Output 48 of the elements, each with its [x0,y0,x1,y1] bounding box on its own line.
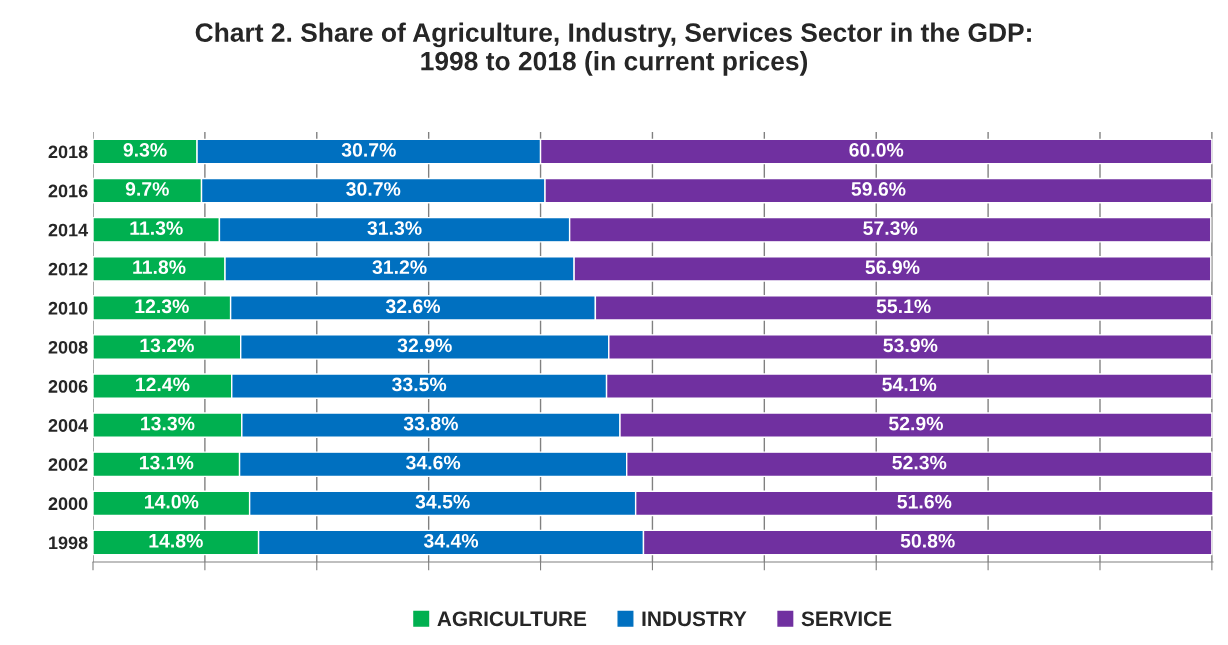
y-tick-label: 2010 [48,301,88,315]
data-label: 13.3% [141,416,195,431]
data-label: 51.6% [897,494,952,509]
y-tick-label: 2006 [48,380,88,393]
data-label: 53.9% [883,338,938,353]
data-label: 32.6% [385,299,441,314]
y-tick-label: 2000 [48,497,88,511]
data-label: 9.7% [125,182,169,196]
data-label: 54.1% [882,377,937,392]
data-label: 13.2% [140,338,194,353]
data-label: 56.9% [865,260,920,275]
data-label: 12.4% [136,377,190,392]
data-label: 14.8% [149,533,203,548]
data-label: 12.3% [135,299,189,314]
y-tick-label: 2012 [48,262,88,276]
data-label: 34.5% [415,494,470,509]
data-label: 55.1% [876,299,931,314]
y-tick-label: 2002 [48,458,88,471]
data-label: 34.6% [406,455,461,470]
chart-title: Chart 2. Share of Agriculture, Industry, Services Sector in the GDP: 1998 to 2018 (in current prices) [195,22,1031,76]
data-label: 11.3% [130,221,183,235]
y-tick-label: 2004 [48,419,89,432]
y-tick-label: 2018 [48,145,88,159]
data-label: 59.6% [851,182,906,196]
data-label: 32.9% [397,338,452,353]
legend-label: AGRICULTURE [437,611,587,627]
data-label: 34.4% [423,533,479,548]
data-label: 50.8% [900,533,955,548]
y-tick-label: 2008 [48,340,88,354]
data-label: 11.8% [133,260,186,275]
data-label: 9.3% [123,143,167,157]
data-label: 33.5% [392,377,447,392]
data-label: 13.1% [139,455,194,470]
data-label: 57.3% [863,221,918,235]
data-label: 31.2% [372,260,427,275]
data-label: 14.0% [144,494,199,509]
data-label: 30.7% [346,182,401,196]
data-label: 52.9% [888,416,943,431]
data-label: 52.3% [892,455,947,470]
data-label: 60.0% [849,143,904,157]
data-label: 31.3% [367,221,422,235]
y-tick-label: 2016 [48,184,88,198]
y-tick-label: 1998 [49,536,88,550]
legend-label: INDUSTRY [642,611,747,627]
data-label: 33.8% [403,416,458,431]
legend-label: SERVICE [801,611,892,627]
data-label: 30.7% [341,143,396,157]
y-tick-label: 2014 [48,223,89,237]
